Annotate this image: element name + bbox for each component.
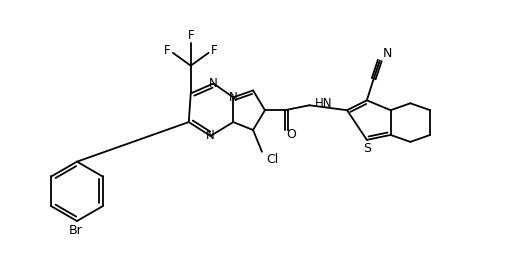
Text: S: S (363, 142, 371, 155)
Text: HN: HN (314, 97, 332, 110)
Text: N: N (206, 129, 215, 142)
Text: Cl: Cl (266, 153, 278, 166)
Text: N: N (209, 77, 218, 90)
Text: F: F (211, 44, 218, 57)
Text: N: N (229, 91, 238, 104)
Text: F: F (188, 29, 194, 42)
Text: O: O (286, 128, 297, 141)
Text: N: N (383, 47, 392, 60)
Text: F: F (164, 44, 170, 57)
Text: Br: Br (69, 224, 83, 237)
